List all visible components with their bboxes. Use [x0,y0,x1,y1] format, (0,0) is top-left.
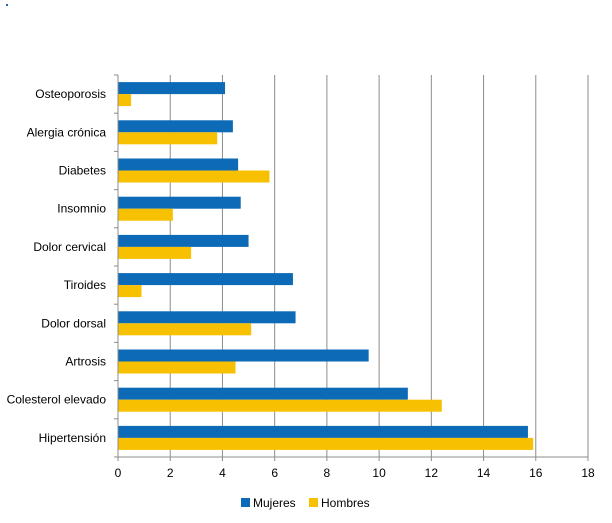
x-tick-label: 0 [115,466,122,480]
bar-hombres [118,170,270,183]
x-tick-labels: 0 2 4 6 8 10 12 14 16 18 [115,466,595,480]
axes [114,74,588,458]
x-tick-label: 8 [324,466,331,480]
bar-mujeres [118,196,241,209]
category-label: Insomnio [57,202,106,216]
bar-hombres [118,399,442,412]
category-label: Colesterol elevado [7,393,107,407]
category-label: Dolor cervical [33,240,106,254]
x-tick-label: 10 [372,466,386,480]
bar-hombres [118,437,534,450]
bar-mujeres [118,234,249,247]
corner-dot [6,4,8,6]
bar-hombres [118,285,142,298]
bar-mujeres [118,158,239,171]
bar-mujeres [118,120,233,133]
legend-label: Mujeres [253,496,296,510]
legend: Mujeres Hombres [241,496,370,510]
legend-label: Hombres [321,496,370,510]
x-tick-label: 2 [167,466,174,480]
bar-hombres [118,246,192,259]
category-label: Dolor dorsal [41,316,106,330]
legend-swatch [241,498,250,507]
bar-hombres [118,94,132,107]
category-label: Artrosis [65,355,106,369]
legend-swatch [309,498,318,507]
bar-hombres [118,208,173,221]
x-tick-label: 6 [271,466,278,480]
x-tick-label: 18 [581,466,595,480]
category-label: Tiroides [64,278,106,292]
x-tick-label: 4 [219,466,226,480]
x-tick-label: 14 [477,466,491,480]
category-label: Alergia crónica [27,125,107,139]
bar-mujeres [118,387,408,400]
bars-group [118,82,534,450]
category-label: Diabetes [59,164,106,178]
bar-hombres [118,361,236,374]
bar-mujeres [118,273,293,286]
bar-mujeres [118,425,528,438]
bar-mujeres [118,311,296,324]
category-label: Hipertensión [39,431,106,445]
category-label: Osteoporosis [35,87,106,101]
bar-mujeres [118,349,369,362]
category-labels: Osteoporosis Alergia crónica Diabetes Insom… [7,87,107,445]
x-tick-label: 12 [425,466,439,480]
x-tick-label: 16 [529,466,543,480]
bar-hombres [118,132,218,145]
bar-hombres [118,323,252,336]
bar-mujeres [118,82,226,95]
